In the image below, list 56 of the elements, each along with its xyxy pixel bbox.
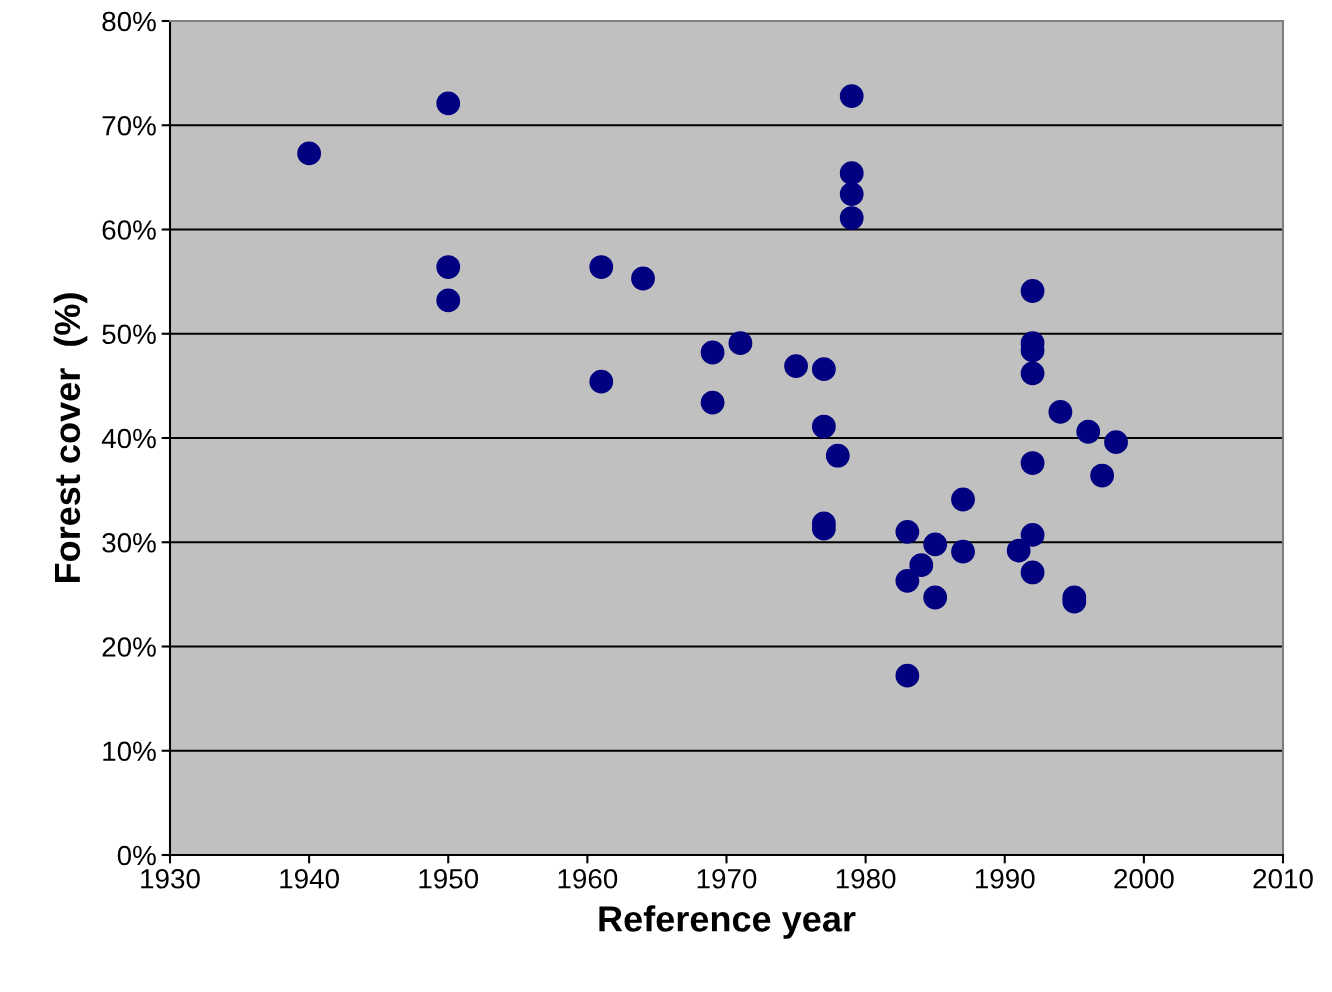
y-tick-label: 10%	[103, 741, 156, 762]
x-tick-label: 2000	[1114, 868, 1174, 889]
point	[1090, 463, 1115, 488]
point	[923, 532, 948, 557]
point	[631, 266, 655, 291]
point	[1048, 400, 1073, 424]
point	[923, 585, 948, 610]
point	[895, 519, 920, 544]
point	[1020, 361, 1045, 386]
x-tick-label: 2010	[1253, 868, 1313, 889]
point	[895, 663, 920, 688]
y-tick-label: 60%	[102, 220, 156, 240]
point	[1104, 430, 1128, 455]
point	[811, 357, 836, 382]
x-tick-label: 1950	[419, 868, 479, 889]
y-axis-title: Forest cover (%)	[53, 293, 88, 583]
point	[839, 206, 864, 230]
point	[839, 182, 864, 206]
y-tick-label: 30%	[102, 532, 156, 553]
point	[951, 539, 975, 564]
x-tick-label: 1970	[697, 868, 757, 889]
point	[909, 553, 934, 578]
y-tick-label: 70%	[102, 115, 156, 136]
point	[436, 288, 461, 313]
point	[297, 141, 322, 166]
point	[811, 414, 836, 439]
y-tick-label: 80%	[102, 11, 156, 32]
x-tick-label: 1930	[141, 868, 200, 889]
point	[951, 487, 975, 512]
point	[589, 369, 614, 394]
point	[700, 390, 725, 415]
x-axis-title: Reference year	[599, 905, 856, 939]
point	[839, 84, 864, 108]
x-tick-label: 1990	[975, 868, 1035, 889]
point	[825, 443, 850, 468]
point	[1020, 279, 1045, 303]
point	[1006, 538, 1031, 563]
y-tick-label: 0%	[117, 845, 156, 866]
point	[436, 91, 461, 116]
x-tick-label: 1940	[280, 868, 339, 889]
point	[1020, 451, 1045, 475]
point	[436, 255, 461, 279]
point	[700, 340, 725, 365]
point	[1020, 560, 1045, 585]
x-tick-label: 1960	[558, 868, 618, 889]
point	[589, 255, 614, 279]
x-tick-label: 1980	[836, 868, 896, 889]
point	[839, 161, 864, 186]
y-tick-label: 20%	[102, 637, 156, 657]
point	[784, 354, 808, 378]
y-tick-label: 40%	[101, 428, 156, 449]
point	[728, 331, 753, 356]
point	[1020, 523, 1045, 547]
point	[1076, 419, 1101, 444]
y-tick-label: 50%	[102, 324, 156, 345]
point	[895, 568, 920, 593]
